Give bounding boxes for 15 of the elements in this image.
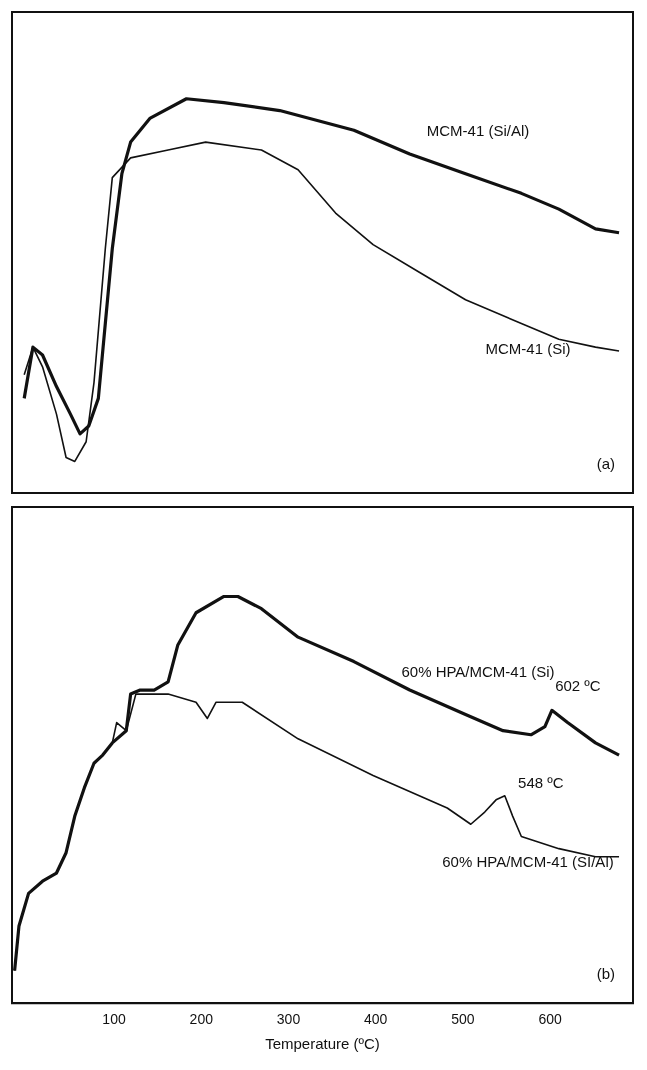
x-tick-label: 300 — [276, 1011, 301, 1028]
annotation: 602 ºC — [555, 676, 601, 694]
series-label: MCM-41 (Si/Al) — [426, 121, 530, 139]
x-tick-label: 200 — [189, 1011, 214, 1028]
annotation: (b) — [596, 965, 615, 983]
series-label: 60% HPA/MCM-41 (Si) — [401, 662, 555, 680]
x-tick-label: 600 — [538, 1011, 563, 1028]
x-tick-label: 400 — [364, 1011, 388, 1028]
x-tick-label: 500 — [451, 1011, 475, 1028]
x-tick-label: 100 — [102, 1011, 126, 1028]
annotation: (a) — [596, 455, 615, 473]
series-label: MCM-41 (Si) — [485, 339, 571, 357]
x-axis-title: Temperature (ºC) — [265, 1035, 380, 1053]
annotation: 548 ºC — [518, 773, 564, 791]
series-label: 60% HPA/MCM-41 (SI/Al) — [442, 852, 614, 870]
